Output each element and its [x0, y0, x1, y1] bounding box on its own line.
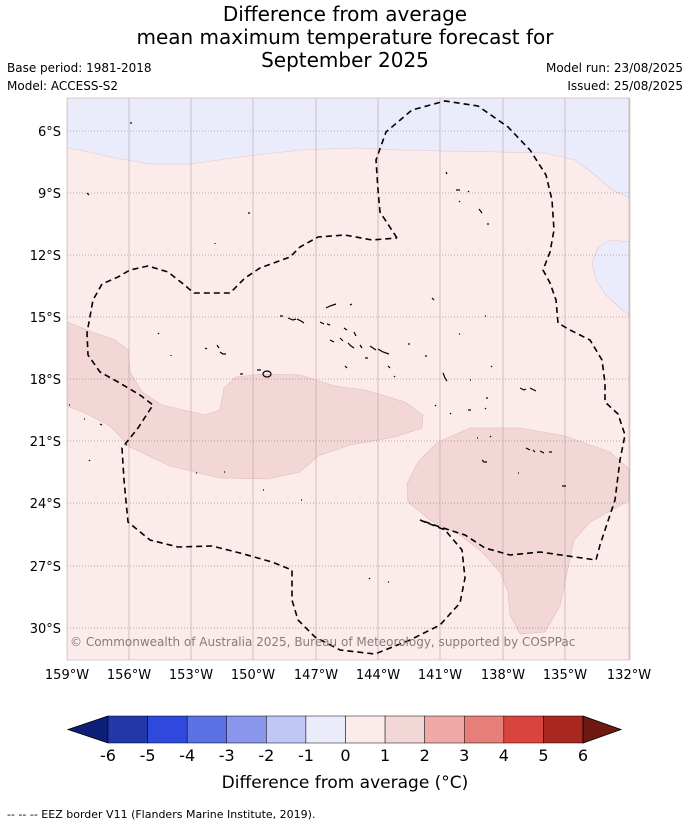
latitude-label: 18°S [30, 373, 61, 388]
colorbar-tick-label: -6 [100, 746, 116, 765]
latitude-labels: 6°S 9°S 12°S 15°S 18°S 21°S 24°S 27°S 30°S [30, 125, 61, 637]
colorbar-segment [464, 715, 505, 744]
latitude-label: 6°S [38, 125, 61, 140]
colorbar-label: Difference from average (°C) [221, 773, 469, 793]
latitude-label: 21°S [30, 435, 61, 450]
longitude-label: 159°W [45, 668, 89, 683]
colorbar-segment [345, 715, 386, 744]
map-frame [66, 97, 631, 661]
anomaly-region-minus1-to-0-east [591, 239, 630, 317]
colorbar-segment [186, 715, 228, 744]
latitude-label: 27°S [30, 560, 61, 575]
latitude-label: 24°S [30, 497, 61, 512]
colorbar-segment [226, 715, 267, 744]
longitude-label: 135°W [543, 668, 587, 683]
colorbar-extend-high [582, 715, 623, 744]
map-area: © Commonwealth of Australia 2025, Bureau… [67, 98, 630, 660]
colorbar-tick-label: -4 [179, 746, 195, 765]
colorbar-tick-label: -2 [258, 746, 274, 765]
latitude-label: 9°S [38, 187, 61, 202]
colorbar-tick-label: 3 [459, 746, 469, 765]
colorbar-tick-label: 5 [538, 746, 548, 765]
map-title-line2: mean maximum temperature forecast for [136, 25, 554, 49]
colorbar-tick-label: 4 [499, 746, 509, 765]
longitude-label: 150°W [231, 668, 275, 683]
colorbar-segment [266, 715, 307, 744]
latitude-label: 30°S [30, 622, 61, 637]
colorbar-tick-label: 0 [340, 746, 350, 765]
colorbar-tick-label: -5 [140, 746, 156, 765]
longitude-label: 144°W [356, 668, 400, 683]
anomaly-region-1-to-2-west [67, 321, 424, 480]
model-run: Model run: 23/08/2025 [545, 61, 683, 75]
meta-left: Base period: 1981-2018 Model: ACCESS-S2 [7, 59, 152, 95]
issued-date: Issued: 25/08/2025 [567, 79, 683, 93]
longitude-label: 132°W [607, 668, 651, 683]
colorbar-segment [543, 715, 584, 744]
colorbar-tick-label: 2 [420, 746, 430, 765]
latitude-label: 12°S [30, 249, 61, 264]
latitude-label: 15°S [30, 311, 61, 326]
colorbar-tick-label: -3 [219, 746, 235, 765]
longitude-label: 153°W [169, 668, 213, 683]
map-title-line1: Difference from average [222, 2, 468, 26]
colorbar-segment [503, 715, 544, 744]
longitude-label: 141°W [418, 668, 462, 683]
meta-right: Model run: 23/08/2025 Issued: 25/08/2025 [546, 59, 683, 95]
colorbar-tick-label: 6 [578, 746, 588, 765]
longitude-labels: 159°W 156°W 153°W 150°W 147°W 144°W 141°W 138°W… [45, 668, 651, 683]
longitude-label: 147°W [294, 668, 338, 683]
colorbar-tick-label: -1 [298, 746, 314, 765]
anomaly-region-minus1-to-0-north [67, 98, 630, 199]
eez-border [86, 100, 626, 655]
colorbar-segment [305, 715, 346, 744]
model-name: Model: ACCESS-S2 [7, 79, 119, 93]
colorbar: -6 -5 -4 -3 -2 -1 0 1 2 3 4 5 6 [66, 715, 623, 765]
colorbar-segment [384, 715, 425, 744]
islands [69, 122, 566, 583]
eez-footnote: -- -- -- EEZ border V11 (Flanders Marine… [7, 808, 316, 821]
colorbar-segment [107, 715, 148, 744]
colorbar-segment [147, 715, 188, 744]
longitude-label: 138°W [481, 668, 525, 683]
base-period: Base period: 1981-2018 [7, 61, 152, 75]
colorbar-segment [424, 715, 465, 744]
anomaly-region-1-to-2-southeast [406, 427, 630, 635]
map-title-line3: September 2025 [261, 48, 429, 72]
colorbar-tick-label: 1 [380, 746, 390, 765]
longitude-label: 156°W [107, 668, 151, 683]
copyright-text: © Commonwealth of Australia 2025, Bureau… [70, 635, 575, 649]
colorbar-extend-low [66, 715, 109, 744]
